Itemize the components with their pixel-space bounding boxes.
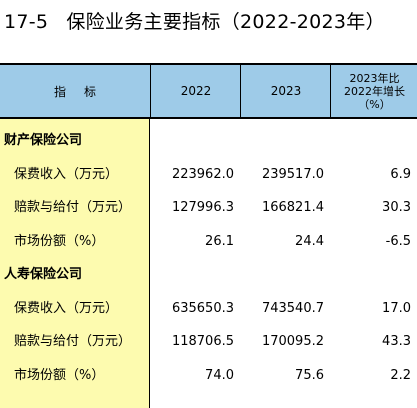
value-growth: 6.9 <box>390 166 411 182</box>
indicator-label: 市场份额（%） <box>14 367 105 383</box>
table-row: 保费收入（万元） 635650.3 743540.7 17.0 <box>0 292 417 325</box>
value-2022: 26.1 <box>205 233 234 249</box>
table-row: 赔款与给付（万元） 127996.3 166821.4 30.3 <box>0 191 417 224</box>
value-2022: 223962.0 <box>171 166 234 182</box>
header-growth: 2023年比 2022年增长 （%） <box>330 65 417 117</box>
section-row: 财产保险公司 <box>0 124 417 157</box>
value-2022: 127996.3 <box>171 200 234 215</box>
indicator-table: 指标 2022 2023 2023年比 2022年增长 （%） 财产保险公司保费… <box>0 63 417 408</box>
value-growth: 43.3 <box>382 334 411 349</box>
table-stub-column <box>0 119 150 408</box>
table-row: 赔款与给付（万元） 118706.5 170095.2 43.3 <box>0 325 417 358</box>
header-growth-line3: （%） <box>358 97 391 111</box>
value-growth: -6.5 <box>385 233 411 249</box>
header-year-2023: 2023 <box>240 65 331 117</box>
indicator-label: 市场份额（%） <box>14 233 105 249</box>
table-header: 指标 2022 2023 2023年比 2022年增长 （%） <box>0 63 417 119</box>
value-2023: 170095.2 <box>261 334 324 349</box>
section-label: 财产保险公司 <box>4 133 83 148</box>
value-2022: 118706.5 <box>171 334 234 349</box>
header-growth-line1: 2023年比 <box>349 71 400 85</box>
table-row: 保费收入（万元） 223962.0 239517.0 6.9 <box>0 158 417 191</box>
value-2022: 635650.3 <box>171 300 234 316</box>
table-number: 17-5 <box>4 11 49 33</box>
indicator-label: 赔款与给付（万元） <box>14 200 132 215</box>
section-label: 人寿保险公司 <box>4 267 83 282</box>
value-2022: 74.0 <box>205 367 234 383</box>
value-growth: 2.2 <box>390 367 411 383</box>
value-2023: 75.6 <box>295 367 324 383</box>
table-title: 17-5 保险业务主要指标（2022-2023年） <box>4 6 385 38</box>
header-indicator: 指标 <box>53 84 114 99</box>
table-row: 市场份额（%） 74.0 75.6 2.2 <box>0 359 417 392</box>
value-2023: 239517.0 <box>261 166 324 182</box>
header-growth-line2: 2022年增长 <box>344 84 405 98</box>
section-row: 人寿保险公司 <box>0 258 417 291</box>
table-row: 市场份额（%） 26.1 24.4 -6.5 <box>0 225 417 258</box>
value-2023: 24.4 <box>295 233 324 249</box>
value-growth: 17.0 <box>382 300 411 316</box>
indicator-label: 赔款与给付（万元） <box>14 334 132 349</box>
table-title-text: 保险业务主要指标（2022-2023年） <box>66 11 385 33</box>
indicator-label: 保费收入（万元） <box>14 300 119 316</box>
value-2023: 166821.4 <box>261 200 324 215</box>
indicator-label: 保费收入（万元） <box>14 166 119 182</box>
value-growth: 30.3 <box>382 200 411 215</box>
value-2023: 743540.7 <box>261 300 324 316</box>
header-year-2022: 2022 <box>150 65 241 117</box>
